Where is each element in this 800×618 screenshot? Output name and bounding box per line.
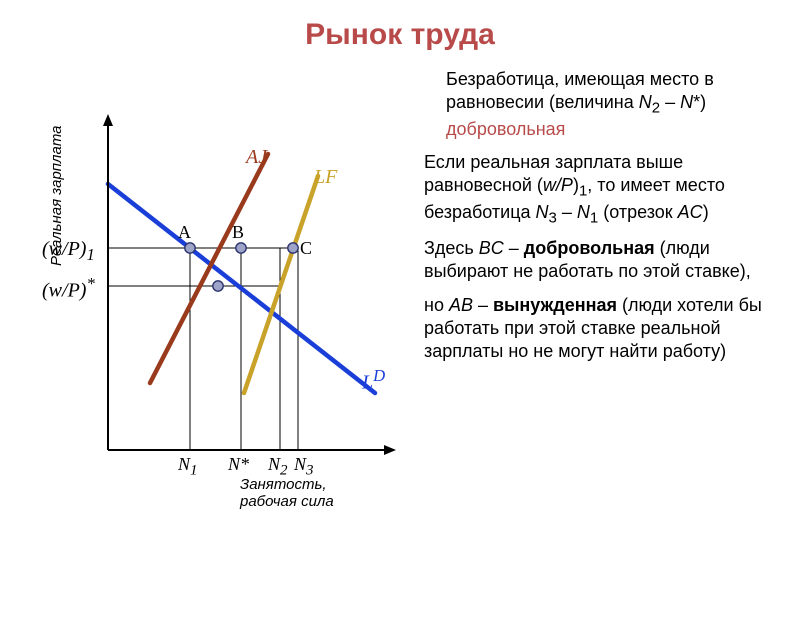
aj-line-label: AJ <box>246 146 267 169</box>
wpstar-label: (w/P)* <box>42 274 95 303</box>
explanation-text: Безработица, имеющая место в равновесии … <box>420 58 790 538</box>
n2-tick-label: N2 <box>268 454 288 480</box>
n3-tick-label: N3 <box>294 454 314 480</box>
wp1-label: (w/P)1 <box>42 238 95 265</box>
n1-tick-label: N1 <box>178 454 198 480</box>
chart-area: Реальная зарплата Занятость, рабочая сил… <box>0 58 420 538</box>
lf-line-label: LF <box>314 166 337 189</box>
main-layout: Реальная зарплата Занятость, рабочая сил… <box>0 58 800 538</box>
para-1: Безработица, имеющая место в равновесии … <box>424 68 770 141</box>
voluntary-word: добровольная <box>446 119 565 139</box>
point-c-label: C <box>300 238 312 259</box>
nstar-tick-label: N* <box>228 454 249 475</box>
para-2: Если реальная зарплата выше равновесной … <box>424 151 770 228</box>
para-3: Здесь BC – добровольная (люди выбирают н… <box>424 237 770 283</box>
x-axis-label: Занятость, рабочая сила <box>240 476 334 510</box>
page-title: Рынок труда <box>0 18 800 52</box>
point-b-label: B <box>232 222 244 243</box>
para-4: но AB – вынужденная (люди хотели бы рабо… <box>424 294 770 363</box>
point-a-label: A <box>178 222 191 243</box>
ld-line-label: LD <box>362 366 385 395</box>
